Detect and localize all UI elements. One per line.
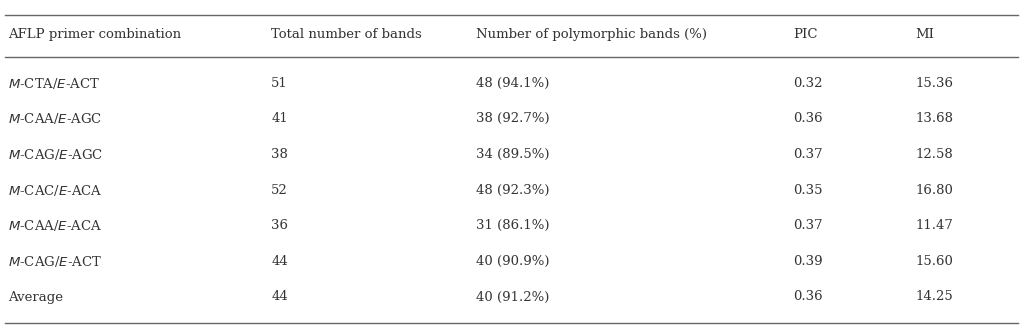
Text: 51: 51 (271, 77, 287, 90)
Text: 38 (92.7%): 38 (92.7%) (476, 112, 549, 125)
Text: 0.36: 0.36 (793, 290, 822, 304)
Text: 41: 41 (271, 112, 287, 125)
Text: 0.35: 0.35 (793, 183, 822, 197)
Text: 52: 52 (271, 183, 287, 197)
Text: $\it{M}$-CAC/$\it{E}$-ACA: $\it{M}$-CAC/$\it{E}$-ACA (8, 182, 102, 198)
Text: 44: 44 (271, 255, 287, 268)
Text: 44: 44 (271, 290, 287, 304)
Text: 13.68: 13.68 (916, 112, 953, 125)
Text: 31 (86.1%): 31 (86.1%) (476, 219, 549, 232)
Text: 40 (90.9%): 40 (90.9%) (476, 255, 549, 268)
Text: PIC: PIC (793, 28, 817, 41)
Text: 0.37: 0.37 (793, 148, 822, 161)
Text: 38: 38 (271, 148, 287, 161)
Text: 0.36: 0.36 (793, 112, 822, 125)
Text: $\it{M}$-CTA/$\it{E}$-ACT: $\it{M}$-CTA/$\it{E}$-ACT (8, 76, 100, 91)
Text: 14.25: 14.25 (916, 290, 953, 304)
Text: 15.36: 15.36 (916, 77, 953, 90)
Text: $\it{M}$-CAA/$\it{E}$-ACA: $\it{M}$-CAA/$\it{E}$-ACA (8, 218, 102, 233)
Text: 48 (92.3%): 48 (92.3%) (476, 183, 549, 197)
Text: $\it{M}$-CAA/$\it{E}$-AGC: $\it{M}$-CAA/$\it{E}$-AGC (8, 111, 102, 126)
Text: Number of polymorphic bands (%): Number of polymorphic bands (%) (476, 28, 707, 41)
Text: 36: 36 (271, 219, 288, 232)
Text: 11.47: 11.47 (916, 219, 953, 232)
Text: $\it{M}$-CAG/$\it{E}$-AGC: $\it{M}$-CAG/$\it{E}$-AGC (8, 147, 103, 162)
Text: 48 (94.1%): 48 (94.1%) (476, 77, 549, 90)
Text: 16.80: 16.80 (916, 183, 953, 197)
Text: MI: MI (916, 28, 935, 41)
Text: 34 (89.5%): 34 (89.5%) (476, 148, 549, 161)
Text: Average: Average (8, 290, 63, 304)
Text: AFLP primer combination: AFLP primer combination (8, 28, 181, 41)
Text: 40 (91.2%): 40 (91.2%) (476, 290, 549, 304)
Text: 0.37: 0.37 (793, 219, 822, 232)
Text: 15.60: 15.60 (916, 255, 953, 268)
Text: 0.39: 0.39 (793, 255, 822, 268)
Text: Total number of bands: Total number of bands (271, 28, 421, 41)
Text: 12.58: 12.58 (916, 148, 953, 161)
Text: 0.32: 0.32 (793, 77, 822, 90)
Text: $\it{M}$-CAG/$\it{E}$-ACT: $\it{M}$-CAG/$\it{E}$-ACT (8, 254, 102, 269)
